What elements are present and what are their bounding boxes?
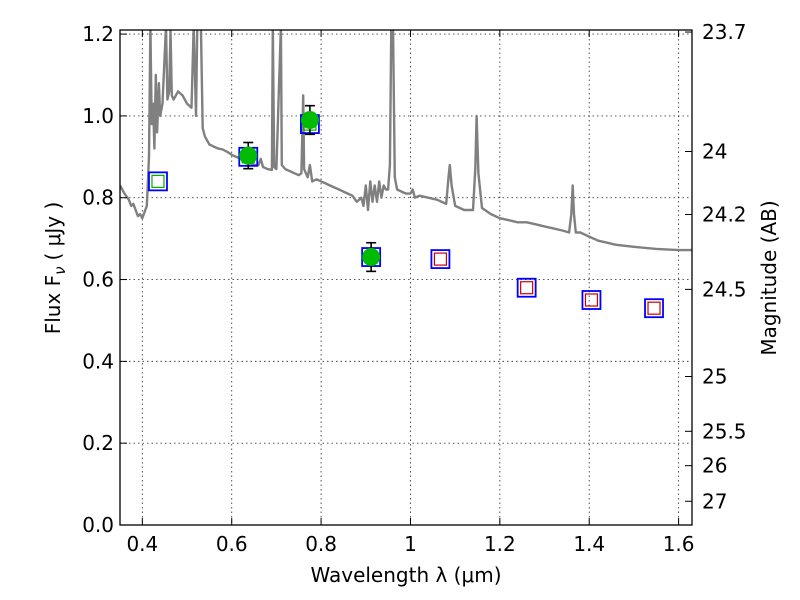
measured-point [362,241,381,273]
y-tick-label: 0.2 [82,431,114,455]
sed-line-path [120,30,692,252]
y2-tick-label: 24 [702,140,727,164]
measured-point [300,104,319,136]
y2-tick-label: 26 [702,454,727,478]
model-box-outer [644,298,664,319]
x-axis-label: Wavelength λ (μm) [310,563,501,587]
model-box-inner [433,252,448,266]
y-axis-label-main: Flux F [41,275,65,334]
x-tick-label: 0.6 [216,532,248,556]
x-tick-label: 1.2 [484,532,516,556]
model-box-inner [584,293,599,307]
y2-tick-label: 25.5 [702,419,747,443]
measured-marker [362,248,381,267]
measured-point [239,141,258,170]
y2-tick-label: 27 [702,489,727,513]
model-box-outer [581,290,602,310]
y-ticks: 0.0 0.2 0.4 0.6 0.8 1.0 1.2 [82,22,127,537]
y-tick-label: 1.2 [82,22,114,46]
model-box [516,277,537,298]
grid [120,30,692,526]
model-box-inner [151,174,165,188]
y2-tick-label: 24.2 [702,203,747,227]
y-axis-label-subscript: ν [51,266,69,274]
model-box [430,249,451,269]
measured-marker [300,111,319,129]
y2-tick-label: 24.5 [702,277,747,301]
x-tick-label: 1 [404,532,417,556]
measured-photometry [239,104,381,273]
y-tick-label: 0.0 [82,513,114,537]
x-tick-label: 0.4 [126,532,158,556]
model-box-inner [520,281,534,295]
x-tick-label: 1.6 [663,532,695,556]
model-box-inner [647,301,661,315]
y-axis-label-units: ( μJy ) [41,202,65,261]
y2-ticks: 23.7 24 24.2 24.5 25 25.5 26 27 [685,20,747,513]
y-tick-label: 0.4 [82,349,114,373]
model-box [644,298,664,319]
plot-frame [119,29,693,526]
axes [119,29,693,526]
model-box-outer [430,249,451,269]
y-axis-label: Flux Fν ( μJy ) [41,202,69,335]
model-photometry-boxes [148,114,664,319]
model-box-outer [516,277,537,298]
x-ticks: 0.4 0.6 0.8 1 1.2 1.4 1.6 [126,30,695,556]
y-tick-label: 0.8 [82,186,114,210]
y2-tick-label: 23.7 [702,20,747,44]
y2-tick-label: 25 [702,365,727,389]
y2-axis-label: Magnitude (AB) [757,200,781,355]
sed-model-line [120,30,692,252]
y-tick-label: 1.0 [82,104,114,128]
measured-marker [239,146,258,165]
y-tick-label: 0.6 [82,268,114,292]
x-tick-label: 1.4 [573,532,605,556]
model-box [148,171,168,192]
model-box [581,290,602,310]
x-tick-label: 0.8 [305,532,337,556]
model-box-outer [148,171,168,192]
